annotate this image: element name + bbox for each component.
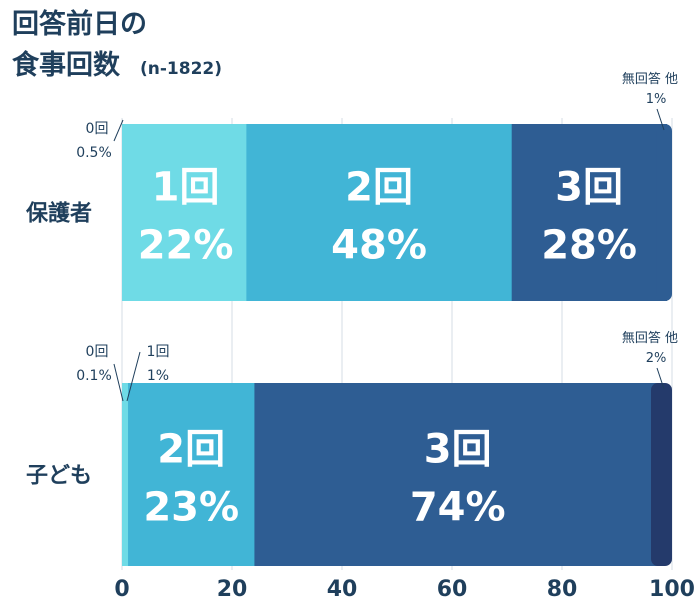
category-label: 保護者 <box>25 201 92 227</box>
segment-name-label: 2回 <box>157 427 225 473</box>
outside-segment-value: 1% <box>147 368 169 384</box>
leader-line <box>113 363 124 402</box>
chart-title-line2: 食事回数 <box>12 49 121 81</box>
segment-value-label: 22% <box>138 223 234 269</box>
segment-value-label: 74% <box>410 485 506 531</box>
outside-segment-value: 0.1% <box>76 368 112 384</box>
bar-segment <box>246 124 513 301</box>
bar-segment <box>122 124 126 301</box>
outside-segment-name: 無回答 他 <box>622 330 678 346</box>
bars <box>122 124 672 566</box>
x-tick-label: 0 <box>114 577 129 600</box>
outside-segment-value: 1% <box>646 92 667 107</box>
leader-line <box>126 351 141 402</box>
leader-line <box>113 119 124 142</box>
category-label: 子ども <box>26 464 92 489</box>
outside-segment-name: 0回 <box>86 121 109 137</box>
x-axis-ticks: 0 20 40 60 80 100 <box>114 577 695 600</box>
x-tick-label: 80 <box>547 577 578 600</box>
segment-value-label: 23% <box>143 485 239 531</box>
x-tick-label: 100 <box>649 577 695 600</box>
bar-segment <box>656 124 672 301</box>
chart-title-line1: 回答前日の <box>12 8 147 40</box>
outside-segment-name: 0回 <box>86 344 109 360</box>
segment-name-label: 3回 <box>555 165 623 211</box>
outside-segment-value: 0.5% <box>76 145 112 161</box>
bar-segment <box>254 383 662 566</box>
leader-line <box>656 367 665 390</box>
bar-segment <box>128 383 255 566</box>
x-tick-label: 60 <box>437 577 468 600</box>
segment-name-label: 1回 <box>152 165 220 211</box>
segment-value-label: 28% <box>541 223 637 269</box>
x-tick-label: 20 <box>217 577 248 600</box>
bar-segment <box>124 124 247 301</box>
x-tick-label: 40 <box>327 577 358 600</box>
segment-value-label: 48% <box>331 223 427 269</box>
outside-segment-name: 無回答 他 <box>622 71 678 87</box>
bar-segment <box>651 383 672 566</box>
labels: 保護者 1回 22% 2回 48% 3回 28% 0回 0.5% 無回答 他 1% 子ども 2回 23% 3… <box>25 71 678 531</box>
leader-line <box>656 108 665 131</box>
segment-name-label: 3回 <box>424 427 492 473</box>
outside-segment-name: 1回 <box>147 344 170 360</box>
outside-segment-value: 2% <box>646 351 667 366</box>
segment-name-label: 2回 <box>345 165 413 211</box>
chart-subtitle: (n-1822) <box>140 59 222 79</box>
bar-segment <box>511 124 667 301</box>
bar-segment <box>122 383 129 566</box>
